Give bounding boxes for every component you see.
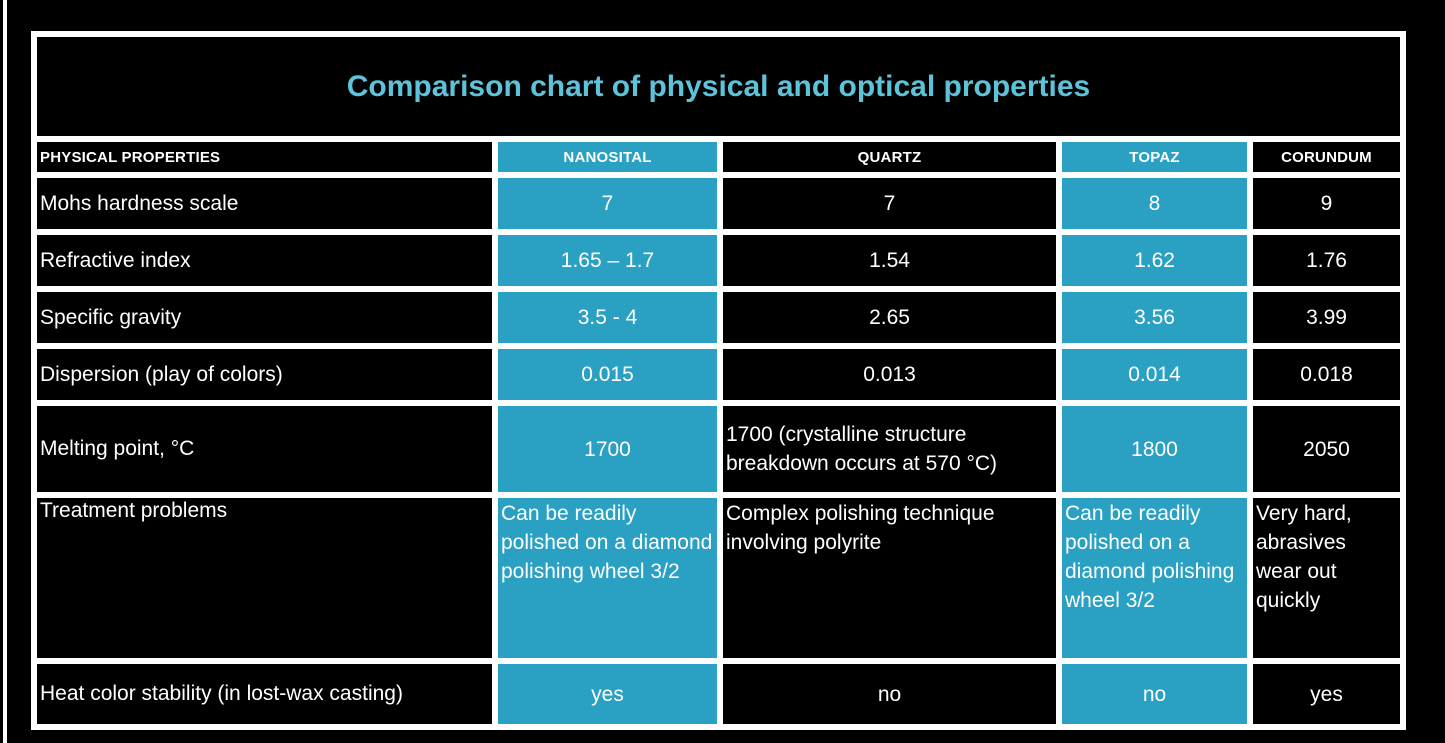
column-header-nanosital: NANOSITAL — [498, 142, 717, 172]
cell-nanosital: 1.65 – 1.7 — [498, 235, 717, 286]
cell-corundum: Very hard, abrasives wear out quickly — [1253, 498, 1400, 658]
cell-topaz: 1.62 — [1062, 235, 1247, 286]
cell-nanosital: 3.5 - 4 — [498, 292, 717, 343]
column-header-corundum: CORUNDUM — [1253, 142, 1400, 172]
cell-quartz: no — [723, 664, 1056, 724]
cell-corundum: 1.76 — [1253, 235, 1400, 286]
table-row-melting-point: Melting point, °C 1700 1700 (crystalline… — [37, 406, 1400, 492]
left-edge-line — [3, 0, 7, 743]
row-label: Treatment problems — [37, 498, 492, 658]
header-row: PHYSICAL PROPERTIES NANOSITAL QUARTZ TOP… — [37, 142, 1400, 172]
table-row-heat-color-stability: Heat color stability (in lost-wax castin… — [37, 664, 1400, 724]
cell-corundum: 3.99 — [1253, 292, 1400, 343]
properties-comparison-table: Comparison chart of physical and optical… — [31, 31, 1406, 730]
row-label: Mohs hardness scale — [37, 178, 492, 229]
table-row-treatment-problems: Treatment problems Can be readily polish… — [37, 498, 1400, 658]
cell-quartz: 7 — [723, 178, 1056, 229]
table-row-dispersion: Dispersion (play of colors) 0.015 0.013 … — [37, 349, 1400, 400]
row-label: Dispersion (play of colors) — [37, 349, 492, 400]
cell-quartz: 0.013 — [723, 349, 1056, 400]
cell-topaz: 8 — [1062, 178, 1247, 229]
table-row-refractive-index: Refractive index 1.65 – 1.7 1.54 1.62 1.… — [37, 235, 1400, 286]
column-header-quartz: QUARTZ — [723, 142, 1056, 172]
cell-topaz: 1800 — [1062, 406, 1247, 492]
cell-topaz: 0.014 — [1062, 349, 1247, 400]
cell-corundum: 0.018 — [1253, 349, 1400, 400]
cell-nanosital: 7 — [498, 178, 717, 229]
cell-quartz: 2.65 — [723, 292, 1056, 343]
page-title: Comparison chart of physical and optical… — [346, 69, 1091, 103]
cell-topaz: 3.56 — [1062, 292, 1247, 343]
cell-quartz: 1.54 — [723, 235, 1056, 286]
table-row-mohs-hardness: Mohs hardness scale 7 7 8 9 — [37, 178, 1400, 229]
cell-nanosital: 0.015 — [498, 349, 717, 400]
row-label: Heat color stability (in lost-wax castin… — [37, 664, 492, 724]
row-label: Melting point, °C — [37, 406, 492, 492]
cell-corundum: 9 — [1253, 178, 1400, 229]
cell-quartz: 1700 (crystalline structure breakdown oc… — [723, 406, 1056, 492]
cell-topaz: no — [1062, 664, 1247, 724]
row-label: Specific gravity — [37, 292, 492, 343]
cell-quartz: Complex polishing technique involving po… — [723, 498, 1056, 658]
cell-corundum: 2050 — [1253, 406, 1400, 492]
column-header-topaz: TOPAZ — [1062, 142, 1247, 172]
cell-corundum: yes — [1253, 664, 1400, 724]
cell-topaz: Can be readily polished on a diamond pol… — [1062, 498, 1247, 658]
table-title: Comparison chart of physical and optical… — [37, 37, 1400, 136]
row-label: Refractive index — [37, 235, 492, 286]
cell-nanosital: yes — [498, 664, 717, 724]
title-row: Comparison chart of physical and optical… — [37, 37, 1400, 136]
cell-nanosital: Can be readily polished on a diamond pol… — [498, 498, 717, 658]
cell-nanosital: 1700 — [498, 406, 717, 492]
table-row-specific-gravity: Specific gravity 3.5 - 4 2.65 3.56 3.99 — [37, 292, 1400, 343]
column-header-physical-properties: PHYSICAL PROPERTIES — [37, 142, 492, 172]
